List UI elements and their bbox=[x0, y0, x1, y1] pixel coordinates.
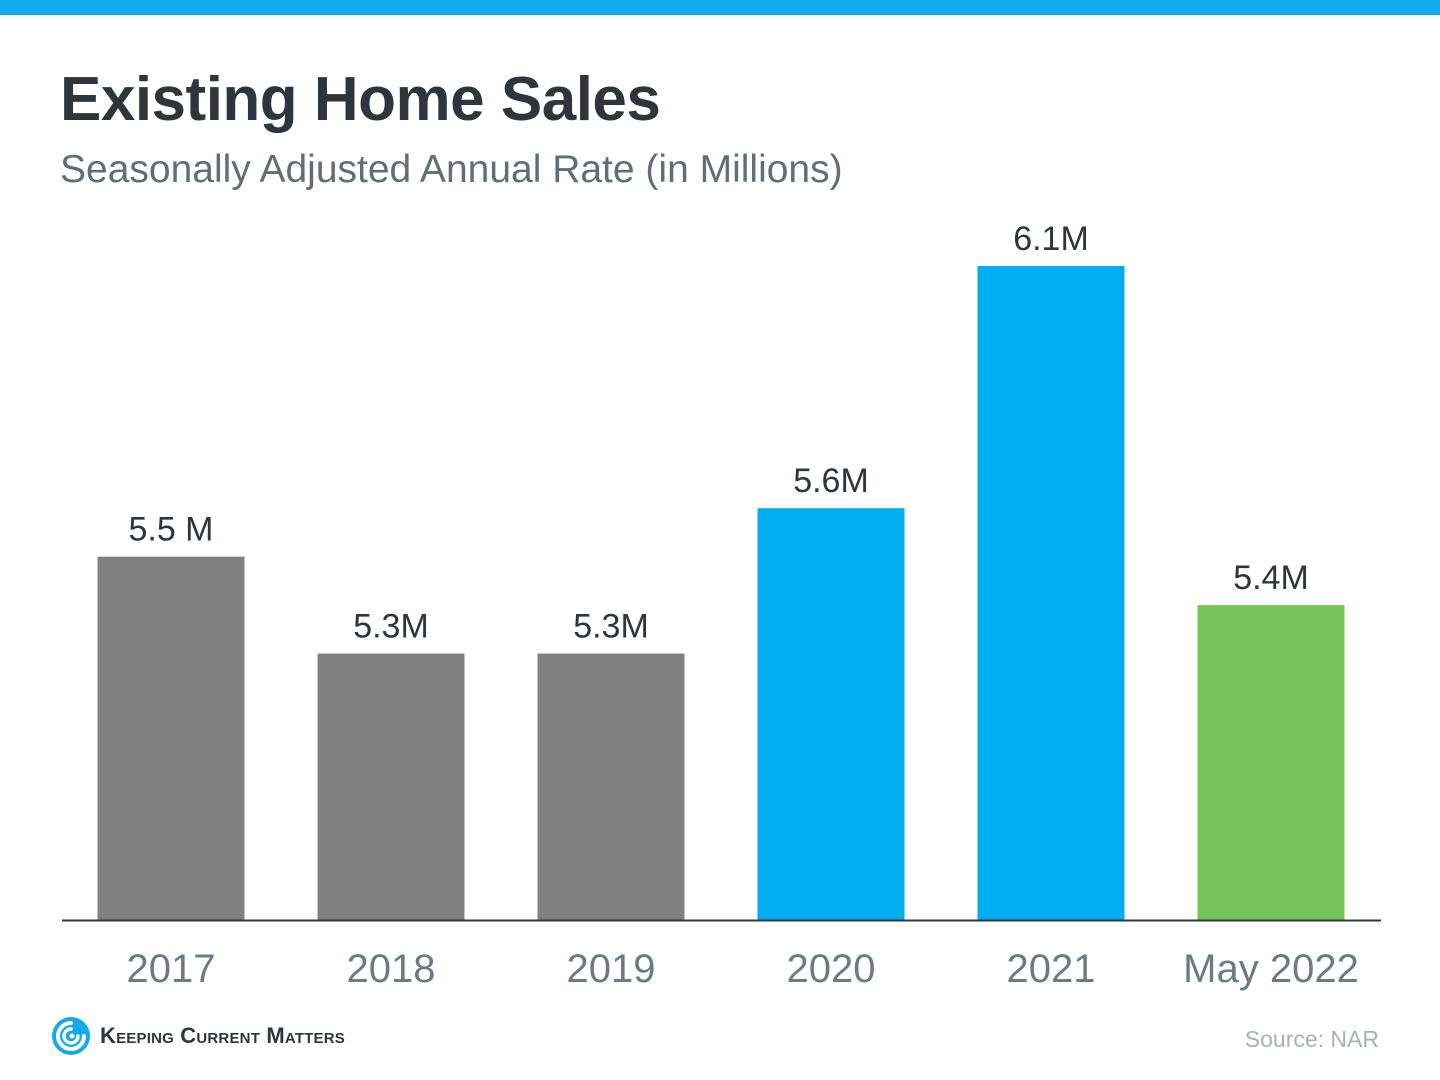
data-label: 5.6M bbox=[793, 462, 869, 500]
chart-subtitle: Seasonally Adjusted Annual Rate (in Mill… bbox=[60, 148, 843, 191]
data-label: 5.4M bbox=[1233, 559, 1309, 597]
brand-name: Keeping Current Matters bbox=[100, 1023, 345, 1048]
data-label: 6.1M bbox=[1013, 220, 1089, 258]
bar-may-2022 bbox=[1197, 605, 1345, 920]
swirl-logo-icon bbox=[52, 1017, 90, 1055]
top-accent-bar bbox=[0, 0, 1440, 15]
source-note: Source: NAR bbox=[1244, 1026, 1379, 1052]
data-label: 5.5 M bbox=[128, 511, 213, 549]
x-tick-label: 2021 bbox=[1007, 947, 1096, 991]
bar-2018 bbox=[317, 653, 465, 920]
x-tick-label: 2019 bbox=[567, 947, 656, 991]
chart-title: Existing Home Sales bbox=[60, 65, 661, 134]
x-tick-label: May 2022 bbox=[1183, 947, 1359, 991]
data-label: 5.3M bbox=[573, 608, 649, 646]
bar-2017 bbox=[97, 556, 245, 920]
bar-2020 bbox=[757, 508, 905, 920]
bar-2019 bbox=[537, 653, 685, 920]
brand-logo: Keeping Current Matters bbox=[50, 1015, 345, 1057]
x-tick-label: 2017 bbox=[127, 947, 216, 991]
x-tick-label: 2020 bbox=[787, 947, 876, 991]
data-label: 5.3M bbox=[353, 608, 429, 646]
bar-2021 bbox=[977, 266, 1125, 920]
x-tick-label: 2018 bbox=[347, 947, 436, 991]
